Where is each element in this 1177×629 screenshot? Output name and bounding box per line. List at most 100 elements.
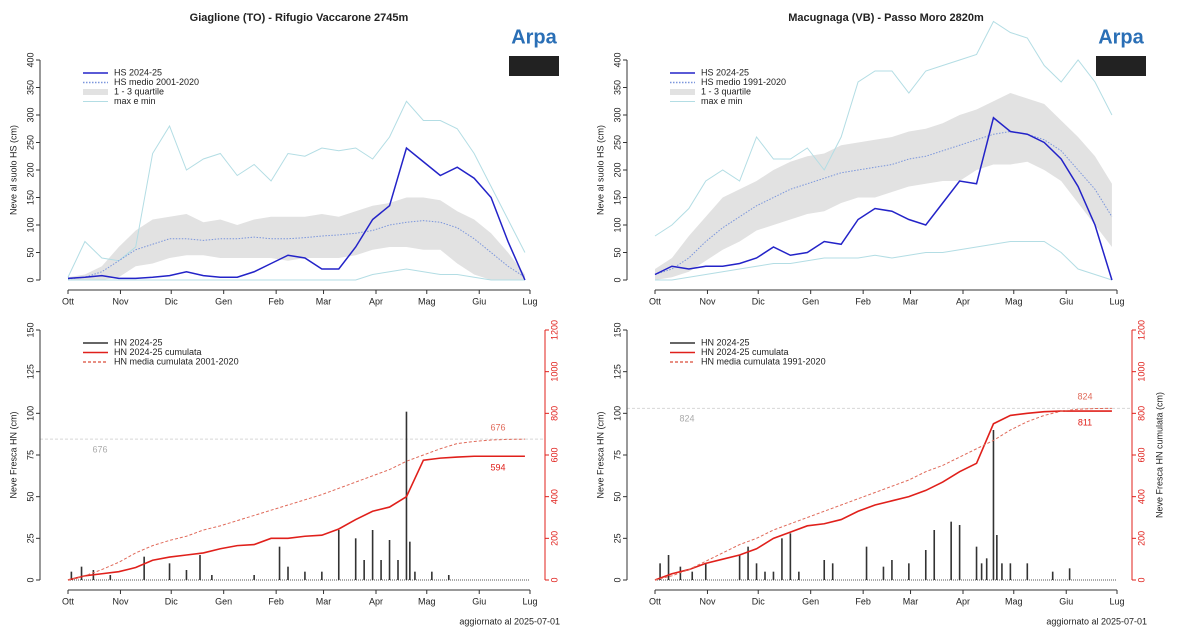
y-tick-label: 250	[612, 135, 622, 150]
hn-bar	[924, 550, 927, 580]
y-tick-label: 400	[25, 52, 35, 67]
hn-bar	[798, 571, 800, 580]
hn-bar	[764, 571, 766, 580]
x-tick-label: Nov	[112, 296, 129, 306]
legend-label: 1 - 3 quartile	[701, 86, 751, 96]
hn-bar	[109, 575, 112, 580]
hn-bar	[933, 530, 936, 580]
y-tick-label: 100	[612, 217, 622, 232]
hn-bar	[659, 563, 661, 580]
logo-text: Arpa	[511, 26, 557, 48]
hn-bar	[755, 563, 758, 580]
hn-bar	[143, 556, 145, 580]
y-tick-label: 75	[612, 450, 622, 460]
chart-title: Macugnaga (VB) - Passo Moro 2820m	[788, 12, 984, 24]
hn-bar	[199, 555, 201, 580]
hn-bar	[747, 546, 749, 580]
x-tick-label: Ott	[62, 596, 75, 606]
x-tick-label: Mag	[418, 296, 436, 306]
legend-label: HS medio 2001-2020	[114, 77, 199, 87]
y-tick-label: 0	[25, 577, 35, 582]
end-label: 811	[1078, 417, 1092, 427]
y-tick-label: 25	[612, 533, 622, 543]
hn-bar	[380, 560, 382, 580]
hn-bar	[363, 560, 365, 580]
y2-tick-label: 0	[549, 577, 559, 582]
legend-label: HN 2024-25 cumulata	[701, 347, 789, 357]
legend-label: HS 2024-25	[114, 67, 162, 77]
hn-bar	[447, 575, 450, 580]
logo: Arpa Arpa	[509, 26, 1146, 76]
end-label: 676	[490, 423, 505, 433]
y2-tick-label: 800	[1136, 406, 1146, 421]
y-tick-label: 400	[612, 52, 622, 67]
y2-tick-label: 1200	[1136, 320, 1146, 340]
chart-title: Giaglione (TO) - Rifugio Vaccarone 2745m	[190, 12, 409, 24]
range-line	[654, 20, 1113, 237]
y-axis-label: Neve Fresca HN (cm)	[8, 411, 18, 498]
hs-line	[67, 220, 526, 280]
x-tick-label: Giu	[1059, 596, 1073, 606]
y-tick-label: 125	[612, 364, 622, 379]
logo-text: Arpa	[1098, 26, 1144, 48]
y-tick-label: 0	[25, 277, 35, 282]
hn-bar	[278, 546, 281, 580]
chart: 0 25 50 75 100 125 150 Neve Fresca HN (cm) Ott No…	[595, 320, 1164, 626]
hn-bar	[831, 563, 834, 580]
x-tick-label: Gen	[802, 596, 819, 606]
range-line	[655, 241, 1113, 281]
update-note: aggiornato al 2025-07-01	[1046, 616, 1147, 626]
reference-label: 824	[679, 414, 694, 424]
quartile-band	[68, 197, 525, 280]
hn-bar	[1001, 563, 1003, 580]
x-tick-label: Giu	[472, 296, 486, 306]
hn-bar	[950, 521, 952, 580]
legend-label: HN media cumulata 2001-2020	[114, 356, 239, 366]
x-tick-label: Nov	[112, 596, 129, 606]
hn-bar	[691, 571, 694, 580]
hn-bar	[80, 566, 83, 580]
x-tick-label: Apr	[369, 296, 383, 306]
hn-bar	[679, 566, 682, 580]
x-tick-label: Mar	[903, 596, 919, 606]
plot-area	[67, 100, 526, 281]
legend-label: HS 2024-25	[701, 67, 749, 77]
x-tick-label: Feb	[268, 296, 284, 306]
cumulative-line	[67, 455, 525, 581]
y-tick-label: 50	[612, 492, 622, 502]
y-tick-label: 25	[25, 533, 35, 543]
hn-bar	[738, 555, 741, 580]
license-badge	[1096, 56, 1146, 76]
hn-bar	[253, 575, 255, 580]
x-tick-label: Mar	[316, 296, 332, 306]
hn-bar	[772, 571, 775, 580]
y-tick-label: 125	[25, 364, 35, 379]
y-tick-label: 300	[612, 107, 622, 122]
hn-bar	[397, 560, 399, 580]
x-tick-label: Ott	[62, 296, 75, 306]
y-axis-label: Neve al suolo HS (cm)	[595, 125, 605, 215]
x-tick-label: Gen	[215, 596, 232, 606]
legend-label: max e min	[701, 96, 743, 106]
hs-line	[67, 146, 526, 281]
x-tick-label: Giu	[472, 596, 486, 606]
update-note: aggiornato al 2025-07-01	[459, 616, 560, 626]
y-tick-label: 75	[25, 450, 35, 460]
x-tick-label: Ott	[649, 296, 662, 306]
x-tick-label: Apr	[956, 596, 970, 606]
hn-bar	[985, 558, 988, 580]
hn-bar	[371, 530, 374, 580]
hn-bar	[414, 571, 416, 580]
x-tick-label: Dic	[752, 596, 765, 606]
hn-bar	[1009, 563, 1012, 580]
end-label: 594	[490, 463, 505, 473]
y-tick-label: 50	[25, 247, 35, 257]
chart: Macugnaga (VB) - Passo Moro 2820m 0 50 100 1…	[595, 12, 1124, 306]
x-tick-label: Lug	[1109, 296, 1124, 306]
hn-bar	[431, 571, 433, 580]
hn-bar	[704, 563, 707, 580]
y-tick-label: 0	[612, 277, 622, 282]
y-tick-label: 300	[25, 107, 35, 122]
